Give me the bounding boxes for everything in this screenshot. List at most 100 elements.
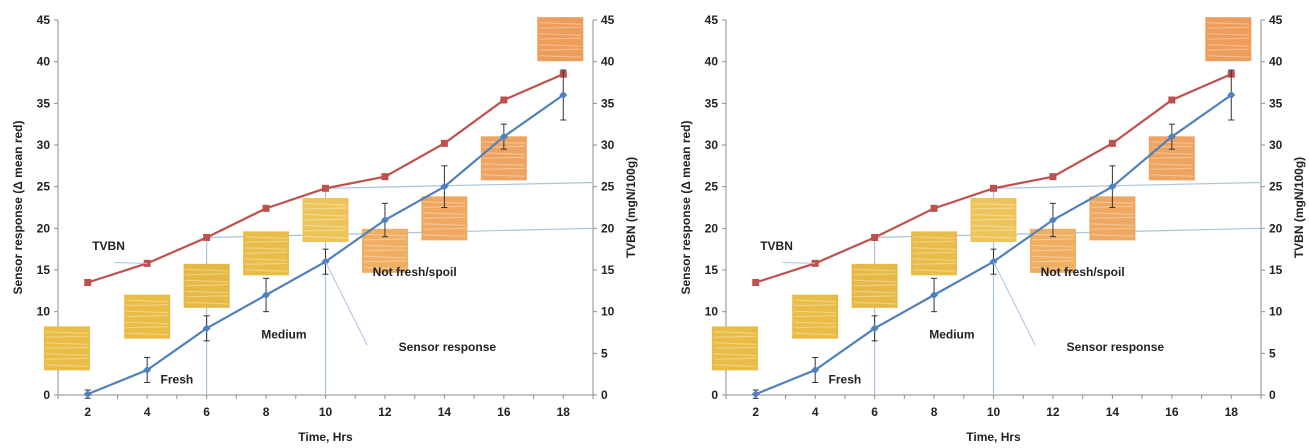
sample-image-texture bbox=[363, 238, 406, 241]
sample-image bbox=[792, 294, 839, 339]
sample-image-texture bbox=[45, 353, 88, 356]
sample-image bbox=[243, 231, 290, 276]
sample-image-texture bbox=[1031, 238, 1074, 241]
y-tick-label-left: 10 bbox=[705, 305, 719, 319]
sample-image-texture bbox=[1207, 22, 1250, 25]
y-axis-title-left: Sensor response (Δ mean red) bbox=[11, 120, 25, 294]
annotation-leader-tvbn bbox=[782, 262, 816, 264]
x-tick-label: 10 bbox=[319, 405, 333, 419]
sample-image-texture bbox=[713, 335, 756, 338]
y-tick-label-left: 30 bbox=[705, 138, 719, 152]
sample-image-texture bbox=[972, 207, 1015, 210]
sample-image-texture bbox=[423, 216, 466, 219]
y-tick-label-right: 20 bbox=[1269, 221, 1283, 235]
sample-image-texture bbox=[539, 22, 582, 25]
x-tick-label: 2 bbox=[84, 405, 91, 419]
sample-image-texture bbox=[482, 163, 525, 166]
sample-image-fill bbox=[537, 17, 584, 62]
y-tick-label-right: 35 bbox=[601, 96, 615, 110]
data-point-tvbn bbox=[1168, 96, 1176, 104]
sample-image-texture bbox=[126, 332, 169, 336]
sample-image-fill bbox=[183, 263, 230, 308]
sample-image-texture bbox=[1091, 227, 1134, 230]
x-axis-title: Time, Hrs bbox=[298, 430, 353, 444]
y-tick-label-right: 5 bbox=[1269, 346, 1276, 360]
label-not-fresh-spoil: Not fresh/spoil bbox=[373, 265, 457, 279]
sample-image-fill bbox=[43, 326, 90, 371]
sample-image-texture bbox=[539, 26, 582, 29]
sample-image-fill bbox=[970, 198, 1017, 242]
sample-image-texture bbox=[304, 218, 347, 221]
sample-image-texture bbox=[539, 55, 582, 58]
sample-image-texture bbox=[245, 258, 288, 261]
sample-image-texture bbox=[363, 266, 406, 270]
sample-image-texture bbox=[1150, 167, 1193, 170]
sample-image-texture bbox=[482, 167, 525, 170]
sample-image-texture bbox=[423, 227, 466, 230]
sample-image-texture bbox=[713, 353, 756, 356]
sample-image-texture bbox=[45, 346, 88, 349]
annotation-leader-sensor bbox=[325, 261, 368, 346]
sample-image-texture bbox=[794, 326, 837, 329]
sample-image-texture bbox=[304, 229, 347, 232]
data-point-tvbn bbox=[871, 234, 879, 241]
sample-image-texture bbox=[1091, 212, 1134, 215]
y-tick-label-left: 20 bbox=[705, 221, 719, 235]
sample-image bbox=[124, 294, 171, 339]
data-point-tvbn bbox=[752, 279, 760, 286]
y-tick-label-right: 20 bbox=[601, 221, 615, 235]
sample-image-texture bbox=[713, 357, 756, 360]
sample-image-texture bbox=[913, 258, 956, 261]
sample-image-texture bbox=[245, 247, 288, 250]
y-tick-label-left: 40 bbox=[37, 55, 51, 69]
x-tick-label: 2 bbox=[752, 405, 759, 419]
sample-image-texture bbox=[245, 269, 288, 272]
x-tick-label: 6 bbox=[203, 405, 210, 419]
sample-image-texture bbox=[539, 33, 582, 36]
x-tick-label: 4 bbox=[812, 405, 819, 419]
data-point-tvbn bbox=[322, 184, 329, 192]
y-tick-label-right: 40 bbox=[601, 55, 615, 69]
y-tick-label-right: 15 bbox=[601, 263, 615, 277]
y-axis-title-right: TVBN (mgN/100g) bbox=[1292, 157, 1306, 258]
data-point-sensor-response bbox=[83, 390, 92, 399]
data-point-sensor-response bbox=[559, 91, 568, 99]
sample-image bbox=[970, 198, 1017, 242]
sample-image-texture bbox=[482, 152, 525, 155]
sample-image-texture bbox=[1091, 216, 1134, 219]
sample-image-texture bbox=[304, 202, 347, 206]
data-point-tvbn bbox=[381, 173, 389, 181]
sample-image-texture bbox=[794, 315, 837, 318]
y-tick-label-right: 10 bbox=[1269, 305, 1283, 319]
sample-image-texture bbox=[539, 44, 582, 47]
y-tick-label-right: 45 bbox=[1269, 13, 1283, 27]
sample-image-texture bbox=[1207, 37, 1250, 40]
sample-image-texture bbox=[1207, 26, 1250, 29]
y-tick-label-left: 25 bbox=[37, 180, 51, 194]
sample-image bbox=[302, 198, 349, 242]
sample-image-texture bbox=[423, 223, 466, 226]
sample-image-fill bbox=[302, 198, 349, 242]
y-tick-label-right: 25 bbox=[601, 180, 615, 194]
sample-image-texture bbox=[972, 218, 1015, 221]
label-medium: Medium bbox=[929, 327, 974, 341]
sample-image bbox=[911, 231, 958, 276]
sample-image-fill bbox=[911, 231, 958, 276]
sample-image-texture bbox=[1031, 255, 1074, 259]
sample-image-texture bbox=[853, 295, 896, 298]
sample-image bbox=[43, 326, 90, 371]
sample-image-texture bbox=[794, 299, 837, 303]
data-point-sensor-response bbox=[262, 291, 271, 299]
sample-image-texture bbox=[245, 251, 288, 254]
sample-image-texture bbox=[1031, 249, 1074, 252]
x-tick-label: 14 bbox=[1106, 405, 1120, 419]
sample-image-texture bbox=[363, 260, 406, 263]
sample-image-texture bbox=[185, 273, 228, 276]
sample-image-texture bbox=[1150, 163, 1193, 166]
sample-image-texture bbox=[423, 212, 466, 215]
y-tick-label-right: 40 bbox=[1269, 55, 1283, 69]
data-point-sensor-response bbox=[499, 132, 508, 141]
sample-image-texture bbox=[853, 279, 896, 283]
sample-image-texture bbox=[853, 273, 896, 276]
sample-image-texture bbox=[482, 156, 525, 159]
